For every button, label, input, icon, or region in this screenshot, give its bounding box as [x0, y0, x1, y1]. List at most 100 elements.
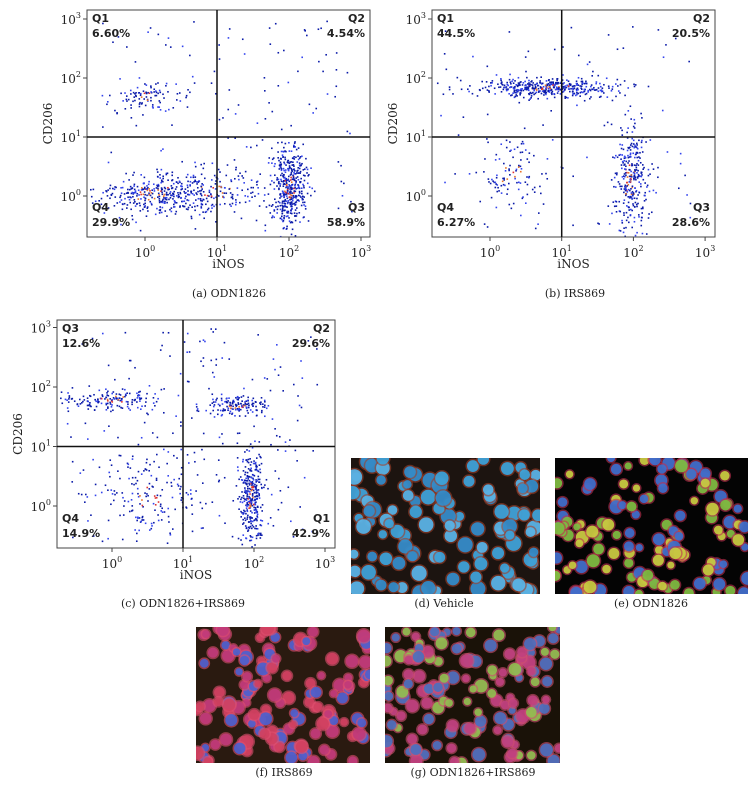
- quadrant-percent: 4.54%: [327, 27, 365, 40]
- cell-dot: [641, 117, 643, 119]
- cell-dot: [284, 209, 286, 211]
- cell-dot: [629, 169, 631, 171]
- cell-dot: [234, 211, 236, 213]
- cell-dot: [202, 211, 204, 213]
- cell: [531, 677, 540, 686]
- cell-dot: [296, 207, 298, 209]
- cell-dot: [240, 539, 242, 541]
- cell-dot: [224, 401, 226, 403]
- cell-dot: [249, 516, 251, 518]
- cell: [509, 699, 517, 707]
- cell: [447, 744, 456, 753]
- cell-dot: [615, 96, 617, 98]
- cell-dot: [303, 216, 305, 218]
- cell-dot: [189, 351, 191, 353]
- cell-dot: [146, 487, 148, 489]
- cell-dot: [149, 194, 151, 196]
- cell-dot: [444, 182, 446, 184]
- cell-dot: [106, 392, 108, 394]
- cell-dot: [194, 82, 196, 84]
- tick-exp: 0: [150, 244, 155, 253]
- cell-dot: [164, 190, 166, 192]
- panel-caption: (e) ODN1826: [614, 597, 688, 610]
- cell-dot: [256, 528, 258, 530]
- cell-dot: [552, 139, 554, 141]
- cell-dot: [103, 430, 105, 432]
- cell-dot: [83, 396, 85, 398]
- cell-dot: [235, 409, 237, 411]
- tick-base: 10: [244, 557, 259, 571]
- cell: [691, 497, 698, 504]
- cell: [233, 648, 240, 655]
- cell-dot: [239, 202, 241, 204]
- cell-dot: [509, 31, 511, 33]
- cell-dot: [246, 578, 248, 580]
- cell-dot: [168, 332, 170, 334]
- cell-dot: [69, 395, 71, 397]
- cell-dot: [102, 95, 104, 97]
- cell-dot: [515, 96, 517, 98]
- quadrant-name: Q2: [348, 12, 365, 25]
- cell-dot: [529, 152, 531, 154]
- cell-dot: [143, 182, 145, 184]
- cell-dot: [301, 187, 303, 189]
- cell-dot: [166, 83, 168, 85]
- cell-dot: [139, 495, 141, 497]
- cell-dot: [186, 351, 188, 353]
- scatter-plot: 100101102103100101102103iNOSCD206Q144.5%…: [386, 10, 715, 271]
- cell-dot: [154, 495, 156, 497]
- cell-dot: [490, 82, 492, 84]
- cell-dot: [632, 152, 634, 154]
- cell-dot: [290, 191, 292, 193]
- cell-dot: [253, 479, 255, 481]
- cell-dot: [114, 196, 116, 198]
- cell-dot: [572, 86, 574, 88]
- cell-dot: [121, 192, 123, 194]
- cell-dot: [227, 109, 229, 111]
- cell-dot: [220, 410, 222, 412]
- x-axis-label: iNOS: [180, 568, 212, 582]
- cell-dot: [301, 205, 303, 207]
- cell: [200, 713, 211, 724]
- tick-base: 10: [31, 500, 46, 514]
- y-tick-label: 103: [406, 11, 426, 27]
- cell-dot: [213, 206, 215, 208]
- cell-dot: [299, 157, 301, 159]
- cell-dot: [251, 500, 253, 502]
- tick-base: 10: [480, 246, 495, 260]
- cell: [196, 702, 205, 711]
- tick-exp: 1: [188, 555, 193, 564]
- cell-dot: [246, 518, 248, 520]
- cell-dot: [239, 172, 241, 174]
- cell-dot: [238, 179, 240, 181]
- quadrant-percent: 29.6%: [292, 337, 330, 350]
- cell-dot: [264, 194, 266, 196]
- cell-dot: [496, 191, 498, 193]
- cell-dot: [112, 493, 114, 495]
- cell-dot: [299, 172, 301, 174]
- cell-dot: [150, 97, 152, 99]
- cell: [499, 669, 507, 677]
- cell-dot: [257, 492, 259, 494]
- cell-dot: [278, 188, 280, 190]
- cell-dot: [297, 176, 299, 178]
- cell-dot: [205, 503, 207, 505]
- cell-dot: [247, 494, 249, 496]
- cell-dot: [615, 186, 617, 188]
- cell-dot: [548, 79, 550, 81]
- cell-dot: [520, 152, 522, 154]
- cell-dot: [623, 47, 625, 49]
- cell-dot: [504, 85, 506, 87]
- cell-dot: [289, 150, 291, 152]
- cell-dot: [119, 393, 121, 395]
- cell-dot: [117, 405, 119, 407]
- cell-dot: [275, 202, 277, 204]
- cell-dot: [634, 164, 636, 166]
- cell-dot: [212, 162, 214, 164]
- cell-dot: [512, 157, 514, 159]
- cell-dot: [578, 55, 580, 57]
- cell-dot: [258, 479, 260, 481]
- cell-dot: [252, 405, 254, 407]
- cell-dot: [139, 205, 141, 207]
- cell-dot: [302, 377, 304, 379]
